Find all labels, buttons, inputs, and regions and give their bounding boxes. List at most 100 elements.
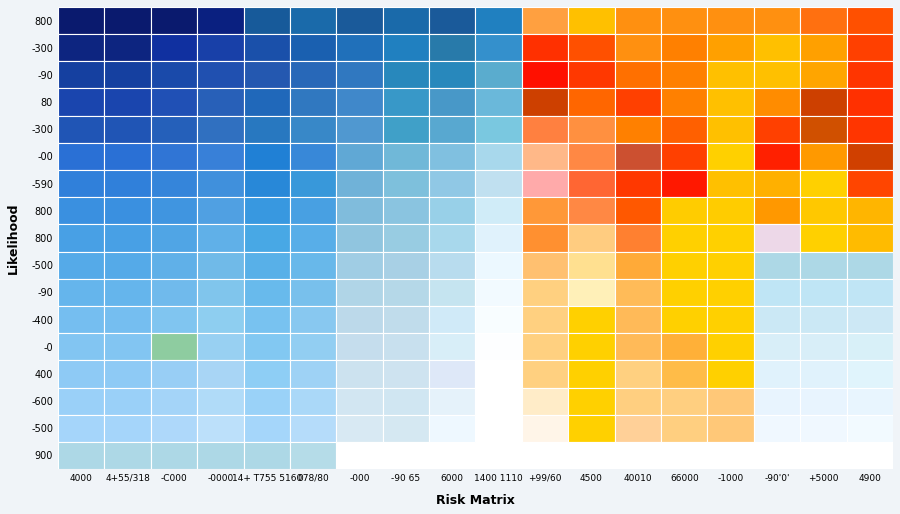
Bar (104, 61, 150, 88)
Bar (662, 306, 707, 333)
Bar (382, 415, 429, 442)
Bar (197, 360, 244, 388)
Bar (58, 279, 104, 306)
Bar (382, 88, 429, 116)
Bar (150, 252, 197, 279)
Bar (522, 388, 568, 415)
Bar (475, 197, 522, 225)
Bar (197, 388, 244, 415)
Bar (615, 116, 662, 143)
Bar (847, 61, 893, 88)
Bar (150, 116, 197, 143)
Bar (475, 225, 522, 252)
Bar (104, 279, 150, 306)
Bar (244, 197, 290, 225)
Bar (104, 252, 150, 279)
Bar (429, 197, 475, 225)
Bar (58, 225, 104, 252)
Bar (104, 388, 150, 415)
Bar (754, 306, 800, 333)
Bar (662, 225, 707, 252)
Bar (707, 116, 754, 143)
Bar (290, 143, 337, 170)
Bar (662, 116, 707, 143)
Bar (568, 279, 615, 306)
Bar (244, 415, 290, 442)
X-axis label: Risk Matrix: Risk Matrix (436, 494, 515, 507)
Bar (662, 279, 707, 306)
Bar (522, 7, 568, 34)
Bar (58, 306, 104, 333)
Bar (429, 170, 475, 197)
Bar (615, 388, 662, 415)
Bar (104, 306, 150, 333)
Bar (800, 34, 847, 61)
Bar (244, 170, 290, 197)
Bar (615, 61, 662, 88)
Bar (615, 170, 662, 197)
Bar (662, 388, 707, 415)
Bar (800, 88, 847, 116)
Bar (800, 7, 847, 34)
Bar (104, 170, 150, 197)
Bar (290, 252, 337, 279)
Bar (429, 360, 475, 388)
Bar (337, 252, 382, 279)
Bar (290, 306, 337, 333)
Bar (244, 442, 290, 469)
Bar (244, 360, 290, 388)
Bar (800, 333, 847, 360)
Bar (104, 333, 150, 360)
Bar (429, 88, 475, 116)
Bar (58, 252, 104, 279)
Bar (800, 306, 847, 333)
Bar (104, 116, 150, 143)
Bar (150, 333, 197, 360)
Bar (662, 88, 707, 116)
Bar (754, 225, 800, 252)
Bar (429, 143, 475, 170)
Bar (707, 7, 754, 34)
Bar (847, 333, 893, 360)
Bar (800, 225, 847, 252)
Bar (754, 197, 800, 225)
Bar (429, 306, 475, 333)
Bar (800, 388, 847, 415)
Bar (337, 197, 382, 225)
Bar (662, 333, 707, 360)
Bar (58, 388, 104, 415)
Bar (707, 279, 754, 306)
Bar (382, 34, 429, 61)
Bar (337, 225, 382, 252)
Bar (847, 34, 893, 61)
Bar (847, 143, 893, 170)
Bar (382, 143, 429, 170)
Bar (337, 306, 382, 333)
Bar (197, 225, 244, 252)
Bar (197, 197, 244, 225)
Bar (475, 306, 522, 333)
Bar (800, 415, 847, 442)
Bar (707, 360, 754, 388)
Y-axis label: Likelihood: Likelihood (7, 203, 20, 274)
Bar (707, 388, 754, 415)
Bar (568, 415, 615, 442)
Bar (475, 415, 522, 442)
Bar (800, 170, 847, 197)
Bar (522, 170, 568, 197)
Bar (150, 143, 197, 170)
Bar (707, 34, 754, 61)
Bar (615, 415, 662, 442)
Bar (754, 333, 800, 360)
Bar (58, 442, 104, 469)
Bar (615, 225, 662, 252)
Bar (615, 197, 662, 225)
Bar (568, 252, 615, 279)
Bar (150, 306, 197, 333)
Bar (429, 388, 475, 415)
Bar (382, 333, 429, 360)
Bar (800, 143, 847, 170)
Bar (475, 143, 522, 170)
Bar (522, 225, 568, 252)
Bar (244, 7, 290, 34)
